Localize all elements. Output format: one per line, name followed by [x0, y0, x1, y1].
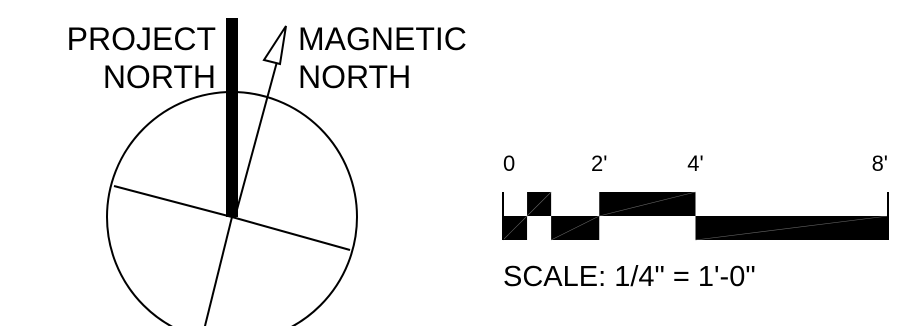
scale-bar-block-diagonal: [502, 215, 528, 241]
project-north-label-line1: PROJECT: [67, 21, 216, 57]
scale-tick-label: 4': [687, 151, 703, 176]
scale-bar-block-diagonal: [695, 215, 889, 241]
scale-caption: SCALE: 1/4" = 1'-0": [503, 261, 756, 293]
magnetic-north-shaft: [234, 57, 279, 218]
scale-bar-tick-labels: 0 2' 4' 8': [503, 151, 888, 176]
scale-bar-block-diagonal: [599, 191, 696, 217]
magnetic-north-arrowhead: [262, 25, 287, 66]
north-arrow-divider-e: [231, 216, 351, 251]
magnetic-north-label-line2: NORTH: [298, 59, 411, 95]
scale-tick-label: 8': [872, 151, 888, 176]
scale-tick-label: 0: [503, 151, 515, 176]
project-north-label-line2: NORTH: [103, 59, 216, 95]
scale-bar-segments: [502, 191, 889, 241]
north-arrow-divider-s: [203, 216, 233, 326]
scale-bar-block-diagonal: [526, 191, 552, 217]
scale-tick-label: 2': [591, 151, 607, 176]
scale-bar-block-diagonal: [550, 215, 600, 241]
north-arrow-divider-nw: [113, 185, 233, 218]
north-arrow: PROJECT NORTH MAGNETIC NORTH: [67, 18, 467, 326]
magnetic-north-label-line1: MAGNETIC: [298, 21, 467, 57]
scale-bar: 0 2' 4' 8' SCALE: 1/4" = 1'-0": [502, 151, 889, 293]
